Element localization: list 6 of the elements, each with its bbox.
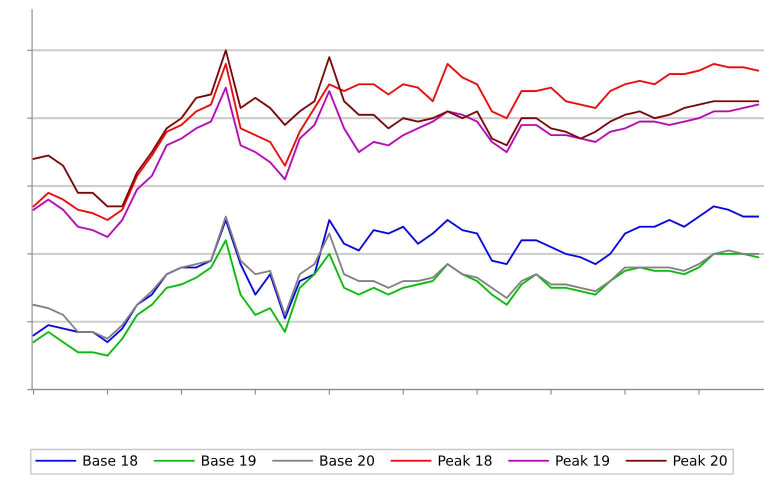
legend-label: Peak 19 — [556, 455, 610, 466]
legend-label: Peak 18 — [438, 455, 492, 466]
legend-label: Peak 20 — [674, 455, 727, 466]
legend-label: Base 19 — [202, 455, 256, 466]
legend-label: Base 20 — [320, 455, 374, 466]
legend-label: Base 18 — [84, 455, 138, 466]
